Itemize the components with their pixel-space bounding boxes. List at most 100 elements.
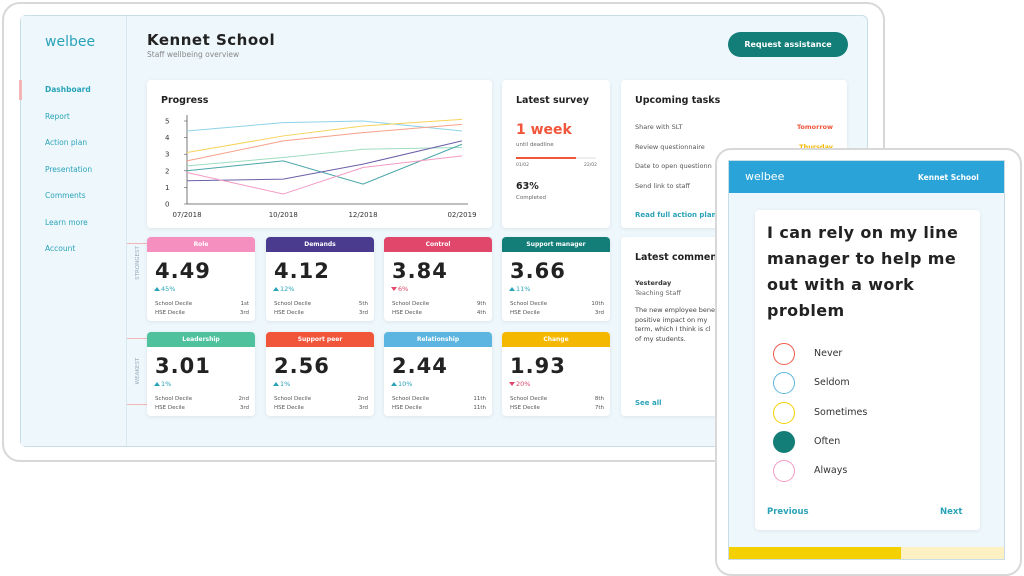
task: Share with SLT	[635, 123, 683, 131]
option-radio[interactable]	[773, 401, 795, 424]
decile-value: 3rd	[358, 405, 368, 411]
y-tick-label: 5	[165, 118, 169, 126]
card-change: 6%	[398, 285, 409, 293]
option-radio[interactable]	[773, 460, 795, 483]
trend-arrow	[391, 382, 397, 386]
decile-value: 3rd	[239, 310, 249, 316]
decile-row: School Decile 9th	[392, 301, 486, 307]
question-card: I can rely on my line manager to help me…	[755, 210, 980, 530]
series-line	[186, 143, 463, 185]
decile-value: 11th	[473, 396, 486, 402]
series-line	[186, 147, 463, 167]
decile-label: HSE Decile	[274, 405, 304, 411]
end-date: 22/02	[584, 163, 597, 168]
sidebar	[21, 16, 127, 446]
decile-row: School Decile 8th	[510, 396, 604, 402]
decile-value: 4th	[476, 310, 486, 316]
card-title: Relationship	[384, 332, 492, 347]
series-line	[186, 120, 463, 132]
comment-who: Teaching Staff	[635, 289, 681, 297]
option-label[interactable]: Sometimes	[814, 406, 868, 418]
nav-item[interactable]: Presentation	[45, 164, 93, 174]
progress-title: Progress	[161, 95, 209, 106]
x-tick-label: 02/2019	[447, 211, 476, 219]
option-radio[interactable]	[773, 343, 795, 365]
decile-label: School Decile	[392, 301, 430, 307]
decile-label: HSE Decile	[392, 310, 422, 316]
card-score: 3.84	[392, 259, 448, 283]
y-tick-label: 1	[165, 184, 169, 192]
decile-label: School Decile	[510, 301, 548, 307]
score-card: Relationship 2.44 10% School Decile 11th HSE …	[384, 332, 492, 416]
card-title: Demands	[266, 237, 374, 252]
decile-value: 8th	[594, 396, 604, 402]
deadline-note: until deadline	[516, 142, 554, 148]
decile-value: 11th	[473, 405, 486, 411]
card-score: 1.93	[510, 354, 566, 378]
decile-label: HSE Decile	[274, 310, 304, 316]
series-line	[186, 123, 463, 162]
divider	[127, 404, 147, 405]
option-label[interactable]: Never	[814, 348, 843, 359]
phone-progress-fill	[729, 547, 901, 559]
option-label[interactable]: Often	[814, 435, 841, 447]
decile-label: HSE Decile	[392, 405, 422, 411]
nav-item[interactable]: Report	[45, 111, 70, 121]
next-button[interactable]: Next	[940, 507, 963, 517]
nav-active-marker	[19, 80, 22, 100]
phone-school: Kennet School	[918, 173, 979, 182]
tasks-title: Upcoming tasks	[635, 95, 721, 106]
trend-arrow	[509, 382, 515, 386]
deadline: 1 week	[516, 122, 572, 138]
comment-when: Yesterday	[635, 279, 672, 287]
weakest-label: WEAKEST	[135, 357, 141, 385]
phone-header	[729, 161, 1004, 193]
nav-item[interactable]: Learn more	[45, 217, 88, 227]
decile-label: School Decile	[510, 396, 548, 402]
see-all-link[interactable]: See all	[635, 399, 662, 407]
card-title: Control	[384, 237, 492, 252]
card-score: 4.12	[274, 259, 330, 283]
option-radio[interactable]	[773, 372, 795, 395]
previous-button[interactable]: Previous	[767, 507, 809, 517]
card-change: 1%	[280, 380, 291, 388]
task: Date to open questionn	[635, 162, 712, 170]
decile-label: School Decile	[274, 301, 312, 307]
decile-value: 3rd	[594, 310, 604, 316]
completed-label: Completed	[516, 195, 546, 201]
y-tick-label: 3	[165, 151, 169, 159]
card-title: Change	[502, 332, 610, 347]
card-score: 2.44	[392, 354, 448, 378]
request-button[interactable]: Request assistance	[728, 32, 848, 57]
series-line	[186, 155, 463, 195]
survey-panel: Latest survey 1 week until deadline 01/0…	[502, 80, 610, 228]
decile-label: HSE Decile	[155, 405, 185, 411]
subtitle: Staff wellbeing overview	[147, 50, 240, 59]
option-label[interactable]: Always	[814, 465, 848, 477]
action-plan-link[interactable]: Read full action plan	[635, 211, 717, 219]
card-score: 4.49	[155, 259, 211, 283]
option-radio[interactable]	[773, 430, 795, 453]
x-tick-label: 12/2018	[348, 211, 377, 219]
card-score: 3.66	[510, 259, 566, 283]
nav-item[interactable]: Account	[45, 244, 76, 253]
decile-row: HSE Decile 4th	[392, 310, 486, 316]
nav-item[interactable]: Comments	[45, 191, 86, 200]
card-change: 12%	[280, 285, 295, 293]
option-label[interactable]: Seldom	[814, 377, 850, 389]
comment-line: positive impact on my	[635, 315, 708, 324]
comment-line: The new employee bene	[635, 306, 716, 314]
nav-item[interactable]: Action plan	[45, 138, 88, 147]
x-tick-label: 07/2018	[172, 211, 201, 219]
nav-item[interactable]: Dashboard	[45, 85, 91, 94]
comment-line: term, which I think is cl	[635, 325, 711, 333]
decile-row: HSE Decile 3rd	[274, 405, 368, 411]
divider	[127, 338, 147, 339]
decile-row: School Decile 5th	[274, 301, 368, 307]
score-card: Leadership 3.01 1% School Decile 2nd HSE Deci…	[147, 332, 255, 416]
question: I can rely on my line manager to help me…	[767, 223, 959, 320]
decile-value: 2nd	[357, 396, 368, 402]
decile-row: HSE Decile 3rd	[155, 405, 249, 411]
card-score: 3.01	[155, 354, 211, 378]
